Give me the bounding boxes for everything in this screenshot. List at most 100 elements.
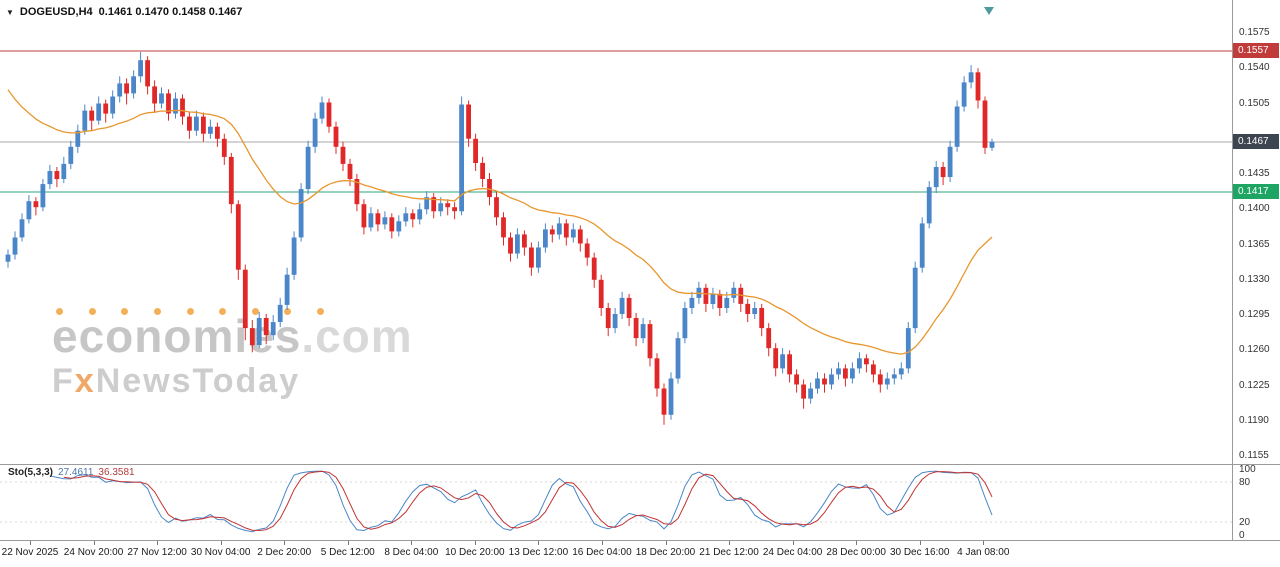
candle [759, 303, 765, 337]
candle [926, 181, 932, 229]
candle-body [333, 126, 339, 147]
candle [173, 92, 178, 119]
candle [543, 223, 548, 253]
time-tick [983, 541, 985, 545]
time-axis-label: 10 Dec 20:00 [445, 547, 505, 558]
candle [382, 211, 388, 230]
candle [61, 156, 67, 184]
candle-body [549, 229, 555, 235]
candle-body [438, 203, 444, 212]
time-axis-label: 2 Dec 20:00 [257, 547, 312, 558]
candle [989, 138, 995, 151]
candle-body [633, 318, 639, 339]
candle [752, 301, 758, 319]
candle-body [382, 217, 388, 225]
price-axis-label: 0.1260 [1239, 344, 1270, 356]
candle-body [452, 207, 457, 212]
stochastic-name: Sto(5,3,3) [8, 467, 54, 478]
candle-body [291, 237, 297, 275]
candle [912, 261, 918, 334]
candle [152, 80, 157, 113]
candle-body [989, 141, 995, 148]
candle-body [968, 72, 974, 83]
candle [570, 223, 576, 243]
candle-body [431, 197, 437, 212]
price-axis[interactable]: 0.15750.15400.15050.14700.14350.14000.13… [1233, 0, 1280, 541]
time-axis[interactable]: 22 Nov 2025 24 Nov 20:00 27 Nov 12:00 30 No… [0, 541, 1280, 567]
time-tick [411, 541, 413, 545]
candle [494, 192, 499, 226]
candle-body [249, 328, 255, 346]
candle [556, 217, 562, 240]
time-tick [30, 541, 31, 545]
candle-body [926, 187, 932, 224]
time-tick [601, 541, 603, 545]
candle [68, 140, 74, 169]
watermark-sub-x: x [74, 362, 96, 401]
candle [103, 99, 109, 123]
candle [501, 212, 506, 246]
candle-body [975, 72, 981, 101]
time-axis-label: 5 Dec 12:00 [320, 547, 375, 558]
candle-body [96, 103, 102, 121]
indicator-panel-divider[interactable] [0, 464, 1280, 465]
candle [584, 238, 590, 266]
candle-body [152, 86, 157, 104]
candle [242, 264, 248, 341]
candle [75, 124, 81, 153]
time-tick [856, 541, 858, 545]
candle-body [738, 287, 744, 304]
time-tick [347, 541, 349, 545]
candle [403, 207, 409, 227]
candle [640, 318, 646, 344]
stochastic-d-value: 36.3581 [98, 467, 135, 478]
candle-body [201, 116, 206, 134]
chart-shift-marker-icon[interactable] [984, 7, 994, 15]
price-axis-label: 0.1295 [1239, 309, 1270, 320]
candle-body [54, 171, 60, 180]
symbol-dropdown-icon[interactable]: ▼ [6, 7, 14, 17]
candle [12, 231, 18, 260]
watermark-sub-pre: F [52, 362, 75, 401]
candle-body [850, 368, 855, 379]
time-tick [729, 541, 731, 545]
candle-body [424, 197, 430, 210]
candle-body [403, 213, 409, 222]
candle-body [745, 303, 751, 314]
candle-body [305, 146, 311, 190]
candle-body [145, 60, 150, 87]
time-axis-divider [0, 540, 1280, 541]
candle-body [312, 118, 318, 147]
candle [933, 160, 939, 194]
candle-body [124, 83, 129, 94]
candle [891, 368, 897, 385]
candle-body [131, 76, 136, 94]
candle-body [466, 104, 471, 139]
candle [773, 343, 779, 377]
indicator-axis-label: 100 [1239, 464, 1256, 475]
candle [536, 241, 541, 273]
candle-body [256, 318, 262, 346]
candle-body [375, 213, 381, 225]
candle-body [445, 203, 451, 208]
candle-body [19, 219, 25, 238]
candle-body [961, 82, 967, 107]
candle-body [26, 201, 32, 220]
stochastic-label: Sto(5,3,3) 27.4611 36.3581 [8, 467, 135, 478]
candle-body [410, 213, 416, 220]
candle [864, 354, 869, 373]
candle-body [689, 297, 695, 308]
candle-body [619, 297, 625, 314]
candle-body [173, 98, 178, 114]
candle-body [501, 217, 506, 238]
stochastic-chart[interactable] [0, 464, 1232, 540]
candle-body [794, 374, 799, 385]
time-axis-label: 21 Dec 12:00 [699, 547, 759, 558]
candle-body [117, 83, 123, 97]
candle [612, 308, 618, 334]
candle-body [612, 314, 618, 329]
main-price-chart[interactable] [0, 0, 1232, 464]
candle-body [710, 293, 716, 304]
candle [459, 96, 464, 216]
